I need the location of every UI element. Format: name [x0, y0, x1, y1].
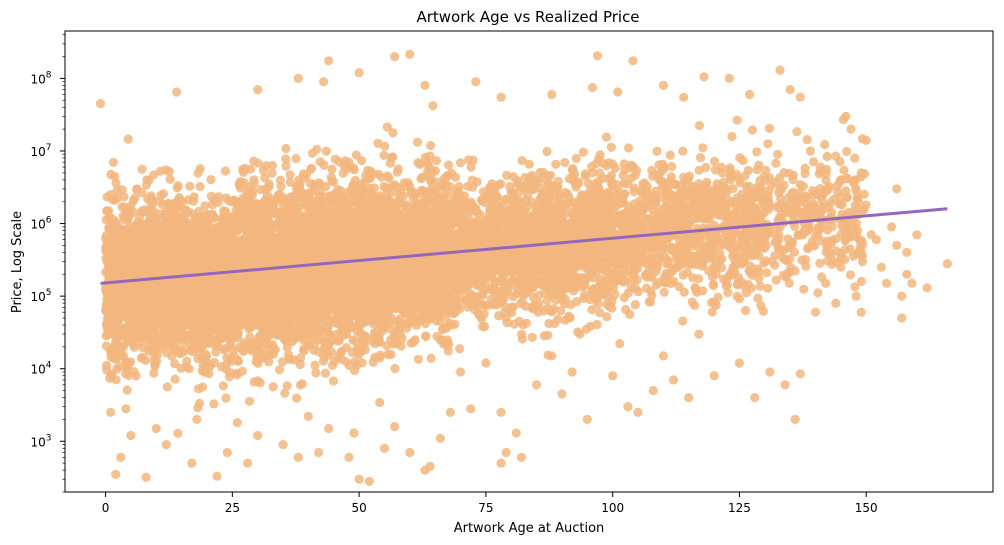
- data-point: [348, 335, 358, 345]
- points-layer: [95, 49, 953, 486]
- data-point: [194, 398, 205, 408]
- data-point: [375, 397, 385, 408]
- data-point: [365, 187, 375, 197]
- data-point: [122, 385, 132, 395]
- data-point: [148, 224, 158, 234]
- data-point: [275, 365, 285, 375]
- data-point: [442, 335, 453, 345]
- data-point: [321, 146, 331, 156]
- data-point: [173, 428, 183, 438]
- data-point: [285, 170, 295, 180]
- data-point: [421, 331, 431, 341]
- data-point: [162, 382, 172, 392]
- data-point: [327, 164, 337, 174]
- data-point: [373, 138, 383, 148]
- data-point: [390, 181, 400, 191]
- data-point: [379, 150, 389, 160]
- data-point: [291, 153, 301, 164]
- data-point: [327, 360, 338, 370]
- data-point: [333, 184, 343, 195]
- data-point: [267, 168, 277, 178]
- data-point: [336, 354, 346, 364]
- data-point: [292, 393, 302, 403]
- data-point: [280, 388, 290, 398]
- data-point: [323, 322, 333, 332]
- data-point: [443, 160, 454, 170]
- data-point: [320, 368, 331, 378]
- data-point: [328, 376, 339, 386]
- data-point: [344, 203, 354, 213]
- data-point: [221, 393, 231, 403]
- data-point: [185, 181, 195, 191]
- data-point: [237, 345, 247, 355]
- data-point: [385, 158, 395, 168]
- data-point: [108, 157, 118, 167]
- data-point: [229, 195, 239, 205]
- data-point: [165, 174, 175, 184]
- data-point: [275, 175, 285, 185]
- data-point: [368, 357, 378, 367]
- data-point: [330, 154, 340, 164]
- data-point: [218, 381, 228, 391]
- data-point: [426, 140, 436, 151]
- data-point: [131, 371, 141, 381]
- data-point: [112, 185, 122, 196]
- data-point: [147, 195, 157, 205]
- data-point: [297, 379, 307, 389]
- data-point: [244, 396, 255, 406]
- data-point: [428, 101, 438, 111]
- data-point: [206, 319, 216, 329]
- data-point: [137, 353, 147, 363]
- data-point: [137, 164, 147, 174]
- data-point: [249, 156, 259, 166]
- data-point: [281, 154, 291, 164]
- data-point: [149, 170, 159, 180]
- data-point: [188, 347, 198, 357]
- data-point: [195, 181, 205, 192]
- data-point: [193, 168, 203, 178]
- chart-title: Artwork Age vs Realized Price: [416, 8, 639, 26]
- plot-area: [64, 30, 994, 493]
- data-point: [281, 161, 291, 171]
- data-point: [443, 346, 453, 356]
- data-point: [193, 384, 204, 394]
- data-point: [413, 354, 423, 364]
- data-point: [390, 363, 400, 374]
- data-point: [351, 150, 361, 160]
- data-point: [206, 175, 216, 185]
- data-point: [209, 399, 219, 409]
